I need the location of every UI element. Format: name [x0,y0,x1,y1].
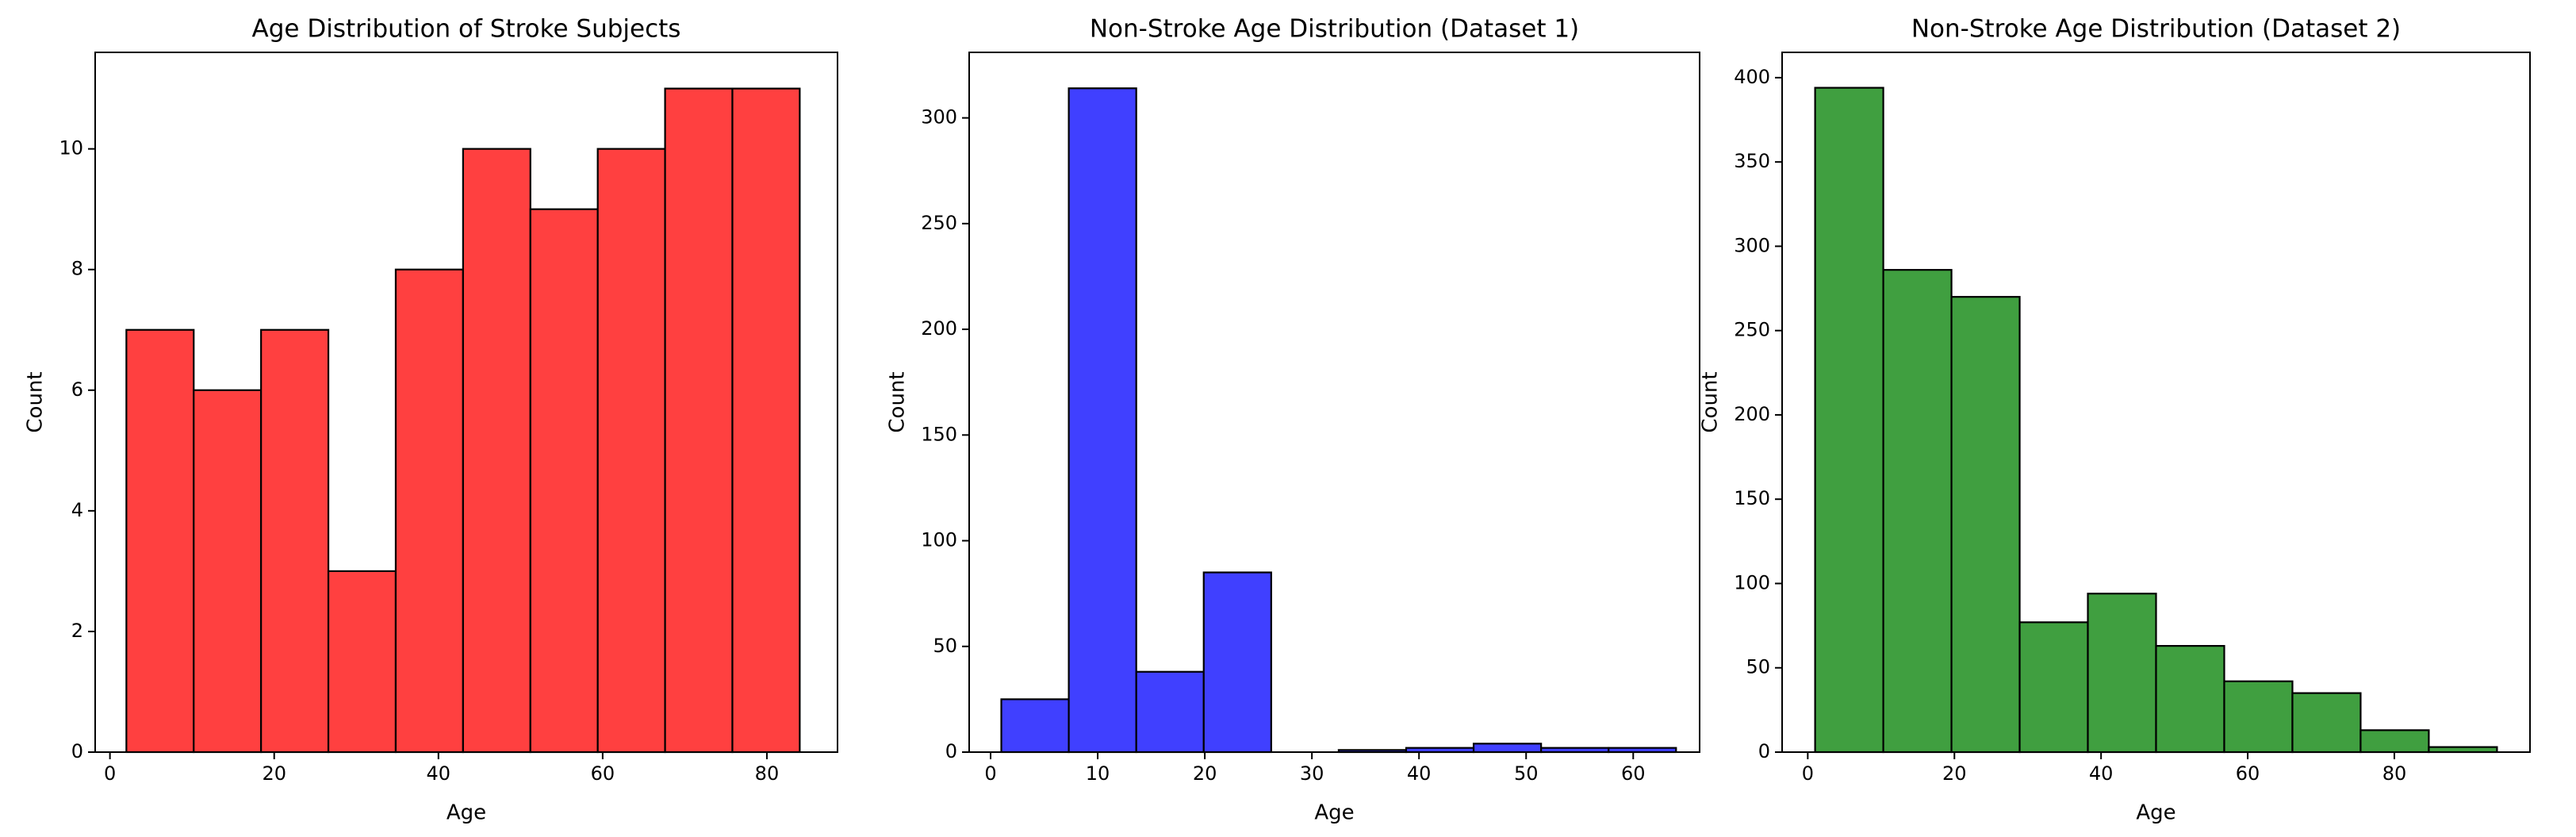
y-tick-label: 0 [71,740,83,762]
histogram-bar [2018,621,2089,754]
x-tick-label: 40 [2089,762,2114,785]
x-tick-label: 10 [1086,762,1110,785]
y-axis-label: Count [886,371,910,432]
x-tick-label: 80 [755,762,780,785]
x-tick-label: 60 [2236,762,2260,785]
x-tick-label: 40 [427,762,451,785]
y-axis-label: Count [1699,371,1723,432]
x-axis-label: Age [1314,801,1354,825]
y-tick-label: 50 [933,635,957,657]
y-tick-label: 200 [1734,403,1770,425]
histogram-bar [2223,680,2294,754]
y-tick-label: 6 [71,378,83,401]
x-tick-label: 0 [984,762,996,785]
y-tick-label: 8 [71,258,83,280]
x-axis-label: Age [447,801,486,825]
histogram-bar [529,208,599,754]
axes-frame [968,52,1700,753]
x-axis-label: Age [2136,801,2175,825]
histogram-bar [394,268,464,754]
y-tick-label: 250 [1734,319,1770,341]
x-tick-label: 30 [1300,762,1324,785]
y-tick-label: 100 [1734,571,1770,593]
y-tick-label: 2 [71,620,83,642]
x-tick-label: 60 [1621,762,1646,785]
y-tick-label: 200 [921,317,957,340]
y-tick-label: 400 [1734,66,1770,88]
axes-frame [1781,52,2531,753]
y-axis-label: Count [24,371,48,432]
histogram-bar [1068,87,1137,754]
histogram-bar [1202,571,1272,754]
histogram-bar [1950,296,2021,754]
x-tick-label: 0 [104,762,116,785]
x-tick-label: 0 [1802,762,1814,785]
axes-frame [94,52,838,753]
x-tick-label: 60 [591,762,615,785]
histogram-bar [1000,698,1070,754]
histogram-bar [664,87,734,754]
histogram-bar [462,148,531,754]
y-tick-label: 10 [59,137,83,159]
histogram-bar [327,570,397,754]
histogram-bar [260,328,330,754]
y-tick-label: 150 [921,423,957,445]
y-tick-label: 0 [945,740,957,762]
y-tick-label: 0 [1758,740,1770,762]
y-tick-label: 100 [921,529,957,551]
chart-title: Non-Stroke Age Distribution (Dataset 1) [1090,15,1579,44]
y-tick-label: 300 [1734,234,1770,256]
x-tick-label: 50 [1514,762,1539,785]
histogram-bar [1472,743,1543,754]
histogram-bar [596,148,666,754]
chart-title: Age Distribution of Stroke Subjects [252,15,681,44]
histogram-bar [2291,692,2362,754]
y-tick-label: 150 [1734,487,1770,509]
x-tick-label: 20 [1942,762,1967,785]
histogram-bar [1882,269,1953,754]
y-tick-label: 4 [71,499,83,521]
histogram-bar [2087,593,2157,754]
x-tick-label: 40 [1407,762,1432,785]
histogram-bar [1814,86,1884,754]
y-tick-label: 250 [921,212,957,234]
y-tick-label: 300 [921,106,957,129]
y-tick-label: 50 [1746,656,1770,678]
histogram-bar [1135,670,1205,754]
histogram-bar [2155,645,2225,754]
histogram-bar [731,87,801,754]
histogram-bar [125,328,195,754]
y-tick-label: 350 [1734,150,1770,172]
histogram-bar [193,389,263,754]
x-tick-label: 20 [1193,762,1217,785]
histogram-bar [2359,729,2430,754]
x-tick-label: 80 [2382,762,2407,785]
x-tick-label: 20 [262,762,286,785]
chart-title: Non-Stroke Age Distribution (Dataset 2) [1911,15,2401,44]
